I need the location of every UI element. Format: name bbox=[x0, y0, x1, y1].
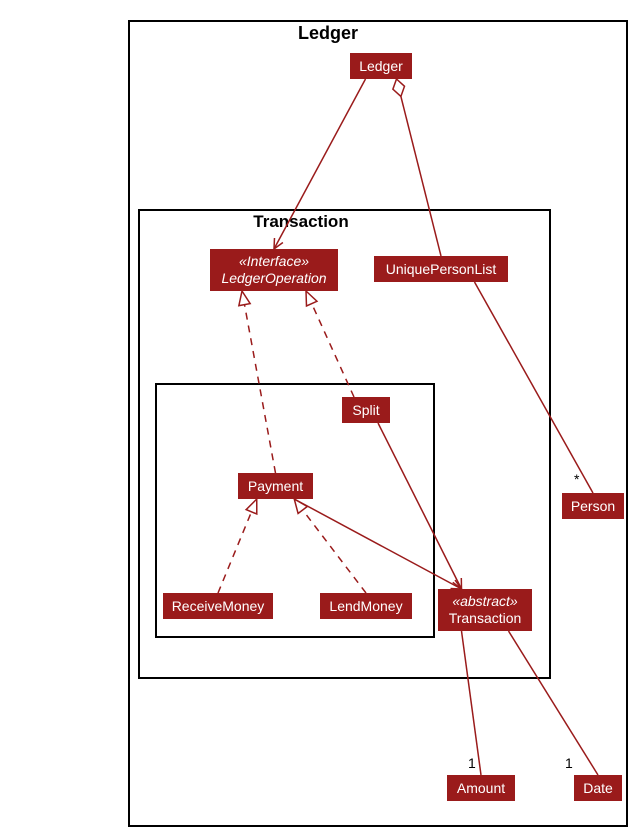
node-person: Person bbox=[562, 493, 624, 519]
diagram-stage: Ledger Transaction Ledger «Interface» Le… bbox=[0, 0, 639, 828]
node-amount: Amount bbox=[447, 775, 515, 801]
node-date-label: Date bbox=[583, 780, 613, 797]
node-amount-label: Amount bbox=[457, 780, 505, 797]
edges-layer bbox=[0, 0, 639, 828]
node-ledger: Ledger bbox=[350, 53, 412, 79]
node-ledger-operation-stereo: «Interface» bbox=[239, 253, 309, 270]
node-unique-person-list: UniquePersonList bbox=[374, 256, 508, 282]
node-person-label: Person bbox=[571, 498, 615, 515]
node-lend-money: LendMoney bbox=[320, 593, 412, 619]
node-transaction-class-stereo: «abstract» bbox=[452, 593, 517, 610]
node-date: Date bbox=[574, 775, 622, 801]
node-payment-label: Payment bbox=[248, 478, 303, 495]
node-ledger-operation: «Interface» LedgerOperation bbox=[210, 249, 338, 291]
node-ledger-label: Ledger bbox=[359, 58, 403, 75]
edge-label-one-amount: 1 bbox=[468, 755, 476, 771]
edge-label-star: * bbox=[574, 471, 579, 487]
edge-label-one-date: 1 bbox=[565, 755, 573, 771]
node-receive-money-label: ReceiveMoney bbox=[172, 598, 265, 615]
node-split: Split bbox=[342, 397, 390, 423]
node-payment: Payment bbox=[238, 473, 313, 499]
node-transaction-class-label: Transaction bbox=[449, 610, 522, 627]
node-receive-money: ReceiveMoney bbox=[163, 593, 273, 619]
node-unique-person-list-label: UniquePersonList bbox=[386, 261, 497, 278]
node-lend-money-label: LendMoney bbox=[329, 598, 402, 615]
node-transaction-class: «abstract» Transaction bbox=[438, 589, 532, 631]
node-ledger-operation-label: LedgerOperation bbox=[221, 270, 326, 287]
node-split-label: Split bbox=[352, 402, 379, 419]
